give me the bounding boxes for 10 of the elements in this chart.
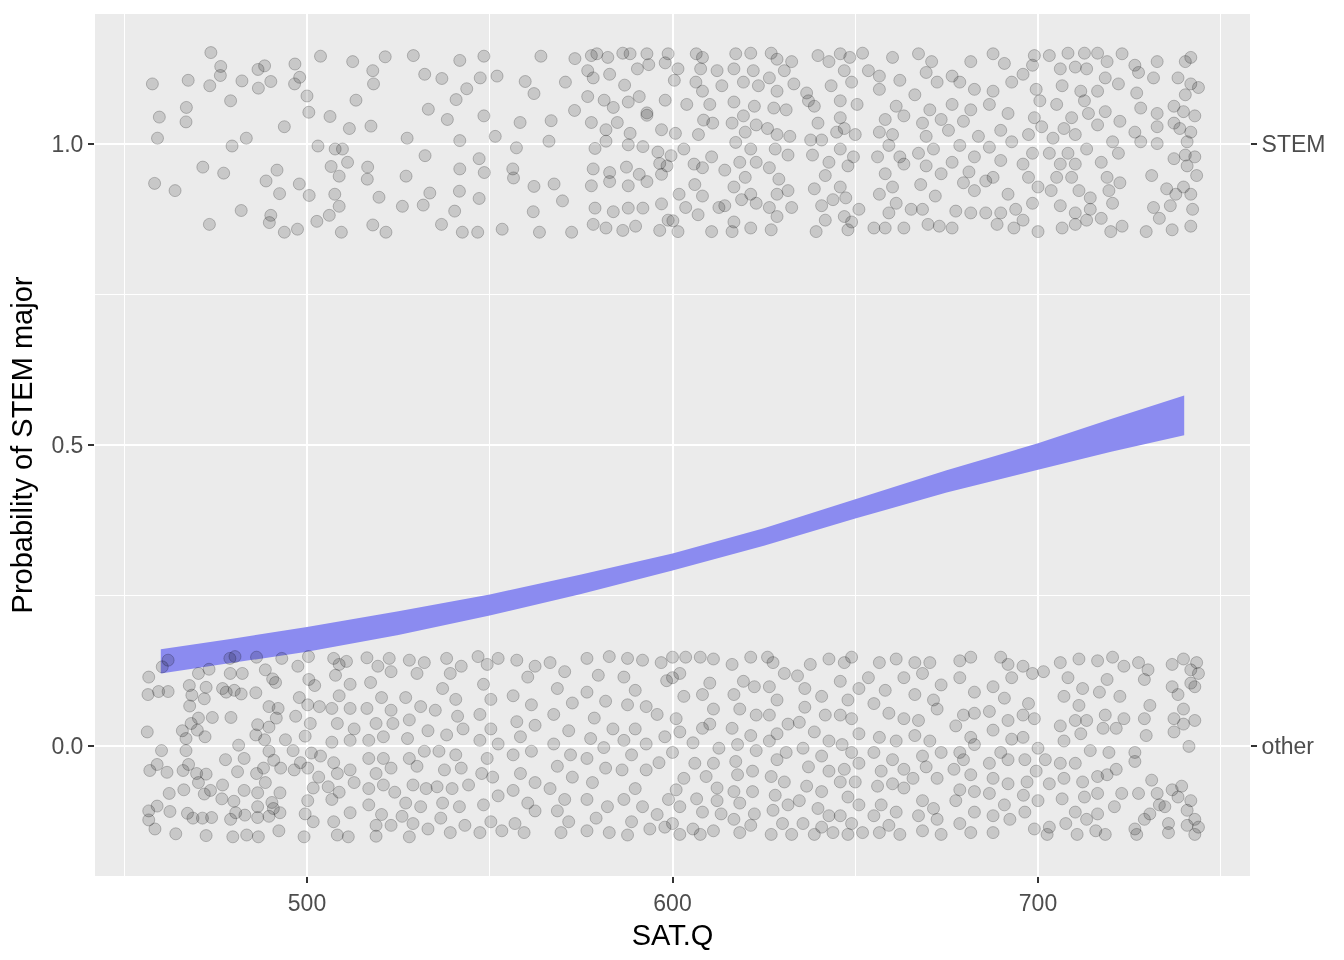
y-tick-label: 0.5 — [51, 432, 84, 459]
x-tick-label: 500 — [287, 889, 327, 916]
x-tick-label: 600 — [653, 889, 692, 916]
y-tick-label: 1.0 — [51, 130, 84, 157]
category-label: STEM — [1261, 130, 1326, 157]
x-axis-title: SAT.Q — [631, 919, 714, 952]
y-tick-label: 0.0 — [51, 733, 84, 760]
x-tick-label: 700 — [1018, 889, 1058, 916]
y-axis-title: Probability of STEM major — [5, 276, 38, 614]
category-label: other — [1261, 733, 1315, 760]
